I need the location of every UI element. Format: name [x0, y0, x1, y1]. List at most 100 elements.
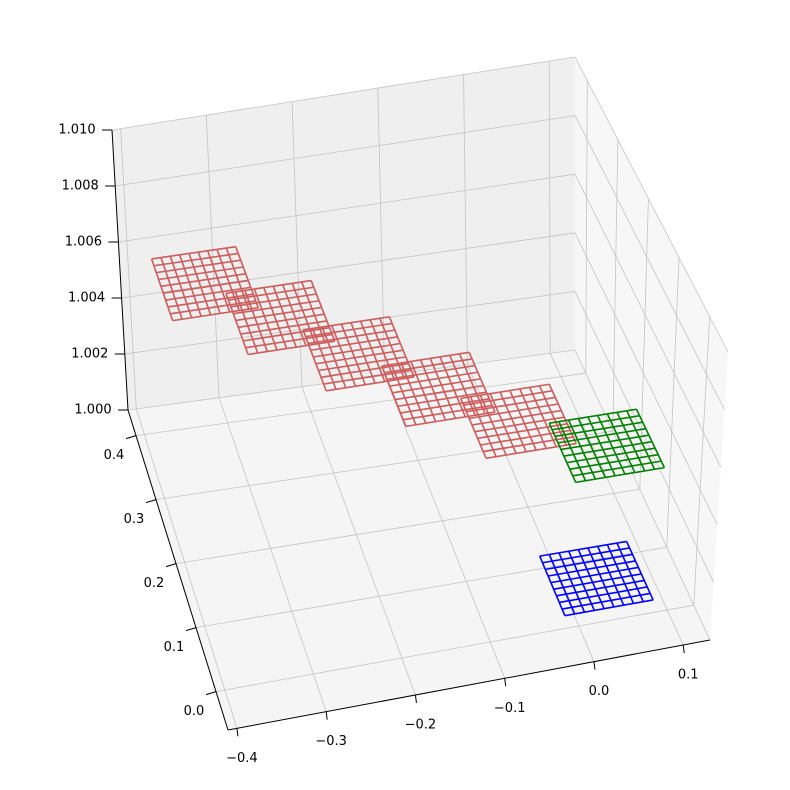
wireframe-line: [477, 422, 568, 440]
wireframe-line: [466, 396, 556, 413]
wireframe-line: [489, 393, 517, 454]
wireframe-line: [163, 279, 249, 294]
wireframe-line: [234, 291, 259, 354]
wireframe-line: [379, 317, 406, 379]
grid-line: [574, 174, 722, 468]
wireframe-line: [616, 411, 646, 472]
wireframe-line: [331, 325, 357, 387]
wireframe-line: [315, 349, 404, 365]
z-tick-label: 1.006: [65, 235, 102, 250]
x-tick-label: −0.2: [405, 718, 437, 733]
grid-line: [301, 386, 416, 696]
wireframe-line: [320, 362, 409, 379]
wireframe-line: [459, 398, 487, 459]
wireframe-line: [340, 323, 367, 385]
wireframe-line: [225, 247, 250, 310]
x-tick-label: −0.4: [226, 751, 258, 766]
z-tick-label: 1.004: [68, 291, 105, 306]
side-pane: [575, 57, 728, 640]
wireframe-line: [170, 300, 256, 315]
wireframe-line: [569, 453, 659, 471]
wireframe-line: [235, 306, 322, 322]
y-tick-label: 0.4: [104, 448, 125, 463]
wireframe-line: [156, 259, 241, 274]
wireframe-line: [302, 329, 327, 392]
wireframe-line: [228, 286, 314, 301]
wireframe-line: [172, 306, 259, 322]
x-tick-label: −0.3: [315, 734, 347, 749]
wireframe-line: [151, 245, 236, 260]
grid-line: [175, 488, 640, 564]
x-tick: [504, 678, 507, 687]
wireframe-line: [539, 540, 627, 557]
wireframe-line: [499, 391, 527, 453]
grid-line: [118, 173, 576, 243]
wireframe-line: [559, 586, 648, 604]
wireframe-line: [468, 352, 496, 413]
wireframe-line: [558, 552, 586, 613]
wireframe-line: [410, 361, 437, 422]
wireframe-line: [305, 322, 393, 338]
grid-line: [384, 375, 506, 679]
wireframe-line: [626, 410, 656, 470]
y-tick: [145, 499, 157, 504]
grid-line: [121, 232, 576, 299]
wireframe-line: [310, 280, 336, 342]
wireframe-line: [263, 287, 288, 349]
wireframe-line: [300, 281, 326, 343]
wireframe-line: [405, 411, 496, 428]
wireframe-line: [400, 362, 427, 424]
x-tick-label: 0.1: [678, 668, 699, 683]
y-tick: [205, 691, 217, 696]
grid-line: [549, 353, 684, 646]
wireframe-line: [439, 356, 467, 418]
grid-line: [463, 74, 468, 365]
grid-line: [585, 80, 588, 374]
wireframe-line: [548, 422, 577, 483]
grid-line: [574, 291, 714, 583]
wireframe-line: [311, 328, 337, 390]
wireframe-line: [389, 371, 478, 387]
wireframe-line: [606, 544, 635, 604]
wireframe-line: [388, 316, 415, 378]
wireframe-line: [538, 555, 566, 617]
wireframe-line: [313, 342, 401, 358]
wireframe-line: [563, 440, 653, 457]
wireframe-line: [587, 416, 616, 477]
wireframe-line: [448, 355, 476, 416]
grid-line: [195, 546, 667, 628]
wireframe-line: [458, 353, 486, 414]
wireframe-line: [308, 329, 395, 345]
wireframe-line: [160, 257, 183, 320]
wireframe-line: [577, 549, 605, 609]
wireframe-line: [160, 273, 246, 288]
back-pane: [112, 57, 575, 410]
wireframe-line: [460, 383, 550, 400]
wireframe-line: [572, 460, 662, 477]
wireframe-line: [550, 566, 639, 584]
wireframe-line: [291, 283, 317, 345]
grid-line: [574, 232, 718, 525]
z-axis: [111, 129, 129, 411]
wireframe-line: [381, 351, 470, 367]
grid-line: [120, 128, 137, 409]
grid-line: [111, 56, 576, 131]
wireframe-line: [390, 364, 417, 426]
wireframe-line: [606, 413, 636, 473]
z-tick-label: 1.010: [58, 123, 95, 138]
y-axis: [127, 409, 229, 731]
grid-line: [612, 139, 619, 432]
wireframe-line: [403, 404, 493, 421]
wireframe-line: [188, 253, 212, 316]
wireframe-line: [557, 427, 646, 444]
grid-line: [574, 115, 725, 410]
wireframe-line: [233, 299, 320, 315]
wireframe-line: [469, 403, 559, 420]
wireframe-line: [225, 279, 312, 295]
y-tick-label: 0.1: [164, 640, 185, 655]
wireframe-line: [243, 326, 330, 342]
grid-line: [218, 397, 327, 712]
wireframe-line: [561, 592, 651, 610]
wireframe-line: [485, 442, 577, 460]
